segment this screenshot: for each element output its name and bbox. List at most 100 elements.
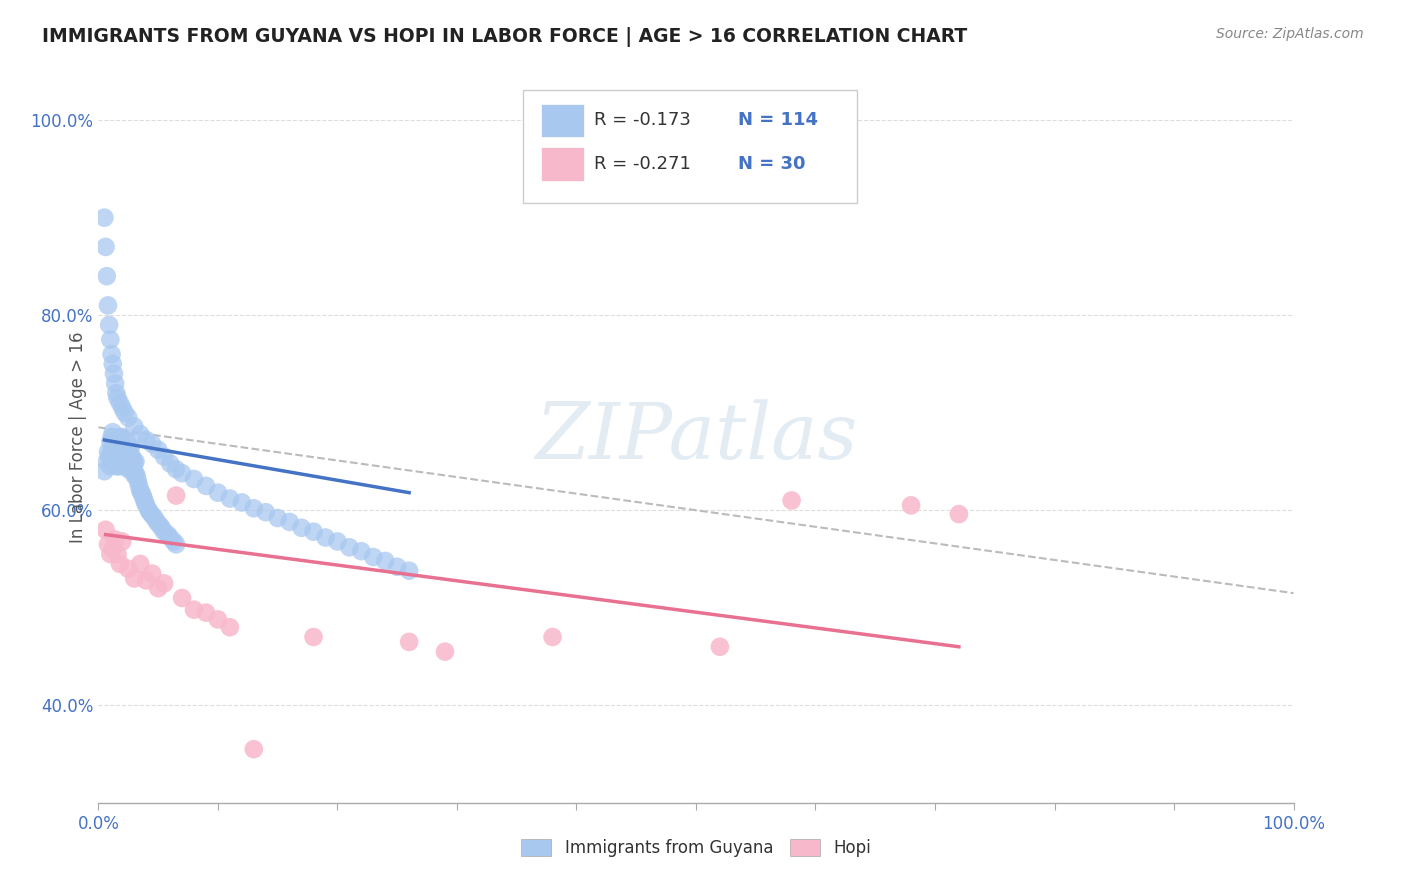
Point [135,433,157,447]
Point [98,459,122,474]
Point [172,591,194,605]
Point [124,457,146,471]
Point [93,211,115,225]
Point [183,472,205,486]
FancyBboxPatch shape [523,90,858,203]
Point [207,612,229,626]
Point [110,454,132,468]
Point [105,459,128,474]
Point [243,501,266,516]
Point [111,534,134,549]
Point [146,515,169,529]
Point [135,574,157,588]
Point [129,557,152,571]
Point [111,440,134,454]
Point [122,464,145,478]
Point [117,410,139,425]
Text: R = -0.271: R = -0.271 [595,155,692,173]
Text: ZIPatlas: ZIPatlas [534,399,858,475]
Point [363,549,385,564]
Point [207,485,229,500]
Point [114,459,136,474]
Point [100,444,122,458]
Point [131,485,153,500]
Point [104,533,127,547]
Point [103,367,125,381]
Point [121,450,143,464]
Point [134,495,156,509]
Point [98,450,121,464]
Point [125,469,148,483]
Point [110,437,132,451]
Point [98,547,122,561]
Point [107,454,129,468]
Point [118,444,141,458]
Point [132,491,155,506]
Point [107,434,129,449]
Point [183,603,205,617]
Point [302,524,325,539]
Point [97,444,120,458]
Point [374,554,396,568]
Point [98,318,121,332]
Point [150,521,173,535]
Point [97,298,120,312]
Point [115,457,138,471]
Point [231,495,253,509]
Point [385,559,409,574]
Point [107,440,129,454]
Point [114,447,136,461]
Point [278,515,301,529]
Point [96,454,118,468]
Point [103,450,125,464]
Point [108,450,131,464]
Point [195,479,218,493]
Point [101,542,124,557]
Point [434,645,457,659]
Point [138,503,160,517]
Point [105,386,128,401]
Point [291,521,314,535]
Point [398,564,420,578]
Point [104,440,127,454]
Point [900,499,922,513]
Point [159,457,181,471]
Point [100,430,122,444]
Point [541,630,564,644]
Point [267,511,290,525]
Point [115,434,138,449]
Point [101,357,124,371]
Point [108,557,131,571]
Point [141,437,163,451]
Point [135,499,157,513]
Point [97,537,120,551]
Point [219,491,242,506]
Point [254,505,277,519]
Point [315,531,337,545]
Point [780,493,803,508]
Point [143,511,166,525]
Point [120,441,142,455]
Point [115,452,138,467]
Point [172,466,194,480]
Text: N = 30: N = 30 [738,155,806,173]
Point [243,742,266,756]
Point [117,462,139,476]
FancyBboxPatch shape [541,147,583,181]
Point [111,401,134,415]
Text: R = -0.173: R = -0.173 [595,112,692,129]
Point [141,508,163,522]
Point [165,462,187,476]
FancyBboxPatch shape [541,103,583,137]
Point [153,576,176,591]
Point [112,444,135,458]
Point [165,489,187,503]
Point [124,572,146,586]
Point [153,450,176,464]
Point [127,474,149,488]
Point [111,450,134,464]
Point [118,458,141,473]
Point [105,444,128,458]
Point [117,562,139,576]
Point [350,544,373,558]
